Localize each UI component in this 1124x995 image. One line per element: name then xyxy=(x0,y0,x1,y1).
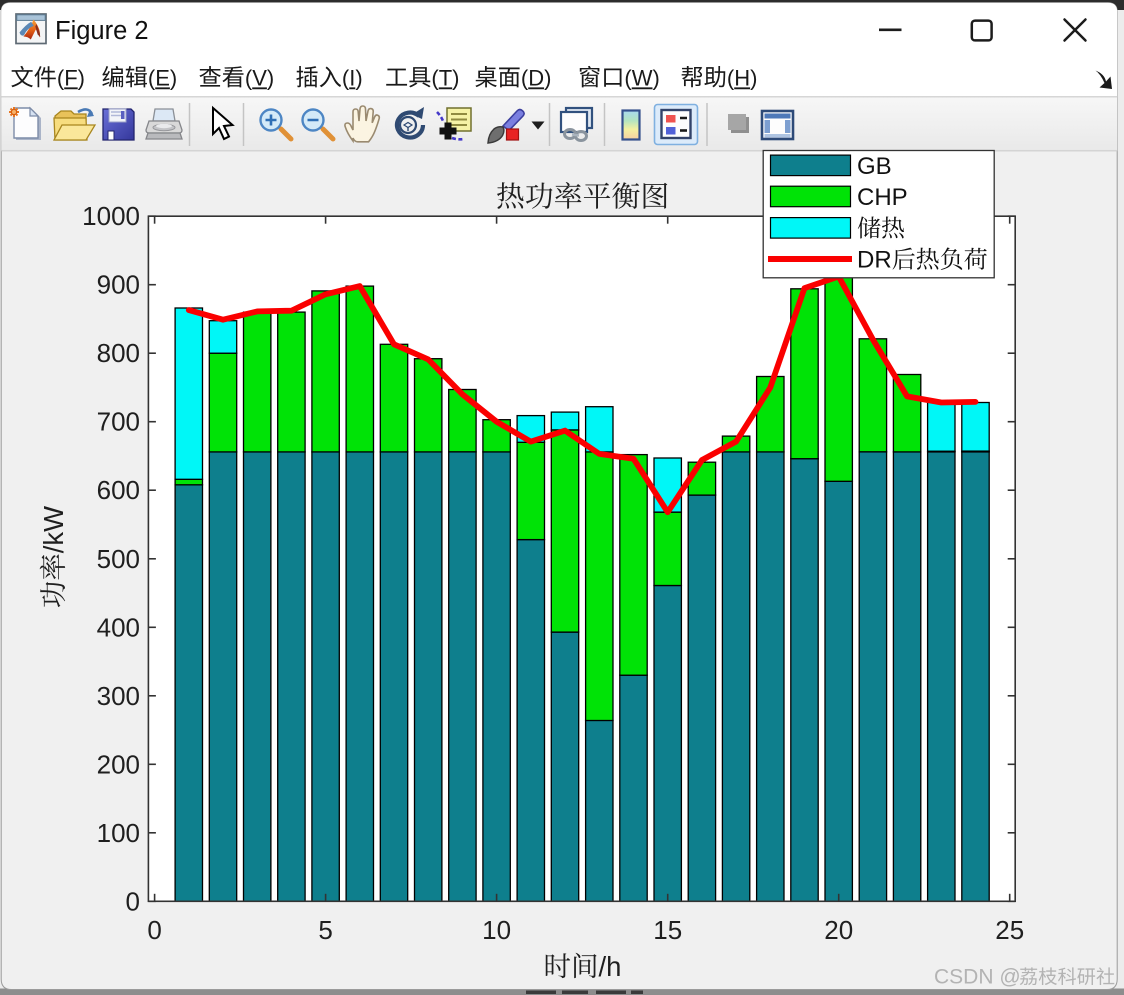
svg-text:(W): (W) xyxy=(624,66,659,91)
svg-text:(I): (I) xyxy=(342,66,363,91)
svg-text:Figure 2: Figure 2 xyxy=(55,17,149,45)
svg-text:1000: 1000 xyxy=(82,201,140,231)
svg-text:400: 400 xyxy=(97,612,140,642)
svg-text:0: 0 xyxy=(126,886,140,916)
svg-text:15: 15 xyxy=(653,915,682,945)
svg-text:700: 700 xyxy=(97,407,140,437)
svg-text:(D): (D) xyxy=(521,66,552,91)
svg-text:10: 10 xyxy=(482,915,511,945)
svg-text:5: 5 xyxy=(318,915,332,945)
svg-text:0: 0 xyxy=(147,915,161,945)
svg-text:800: 800 xyxy=(97,338,140,368)
svg-text:200: 200 xyxy=(97,749,140,779)
svg-text:600: 600 xyxy=(97,475,140,505)
svg-text:300: 300 xyxy=(97,681,140,711)
svg-text:(T): (T) xyxy=(431,66,459,91)
svg-text:DR: DR xyxy=(857,247,892,274)
svg-text:CSDN @: CSDN @ xyxy=(934,966,1021,989)
svg-text:900: 900 xyxy=(97,270,140,300)
svg-text:(V): (V) xyxy=(245,66,274,91)
svg-text:GB: GB xyxy=(857,153,892,180)
svg-text:100: 100 xyxy=(97,818,140,848)
svg-text:/h: /h xyxy=(599,951,622,982)
svg-text:500: 500 xyxy=(97,544,140,574)
svg-text:CHP: CHP xyxy=(857,184,908,211)
svg-text:20: 20 xyxy=(824,915,853,945)
svg-text:(F): (F) xyxy=(57,66,85,91)
svg-text:25: 25 xyxy=(995,915,1024,945)
svg-text:(E): (E) xyxy=(148,66,177,91)
svg-text:(H): (H) xyxy=(727,66,758,91)
svg-text:/kW: /kW xyxy=(38,506,69,553)
